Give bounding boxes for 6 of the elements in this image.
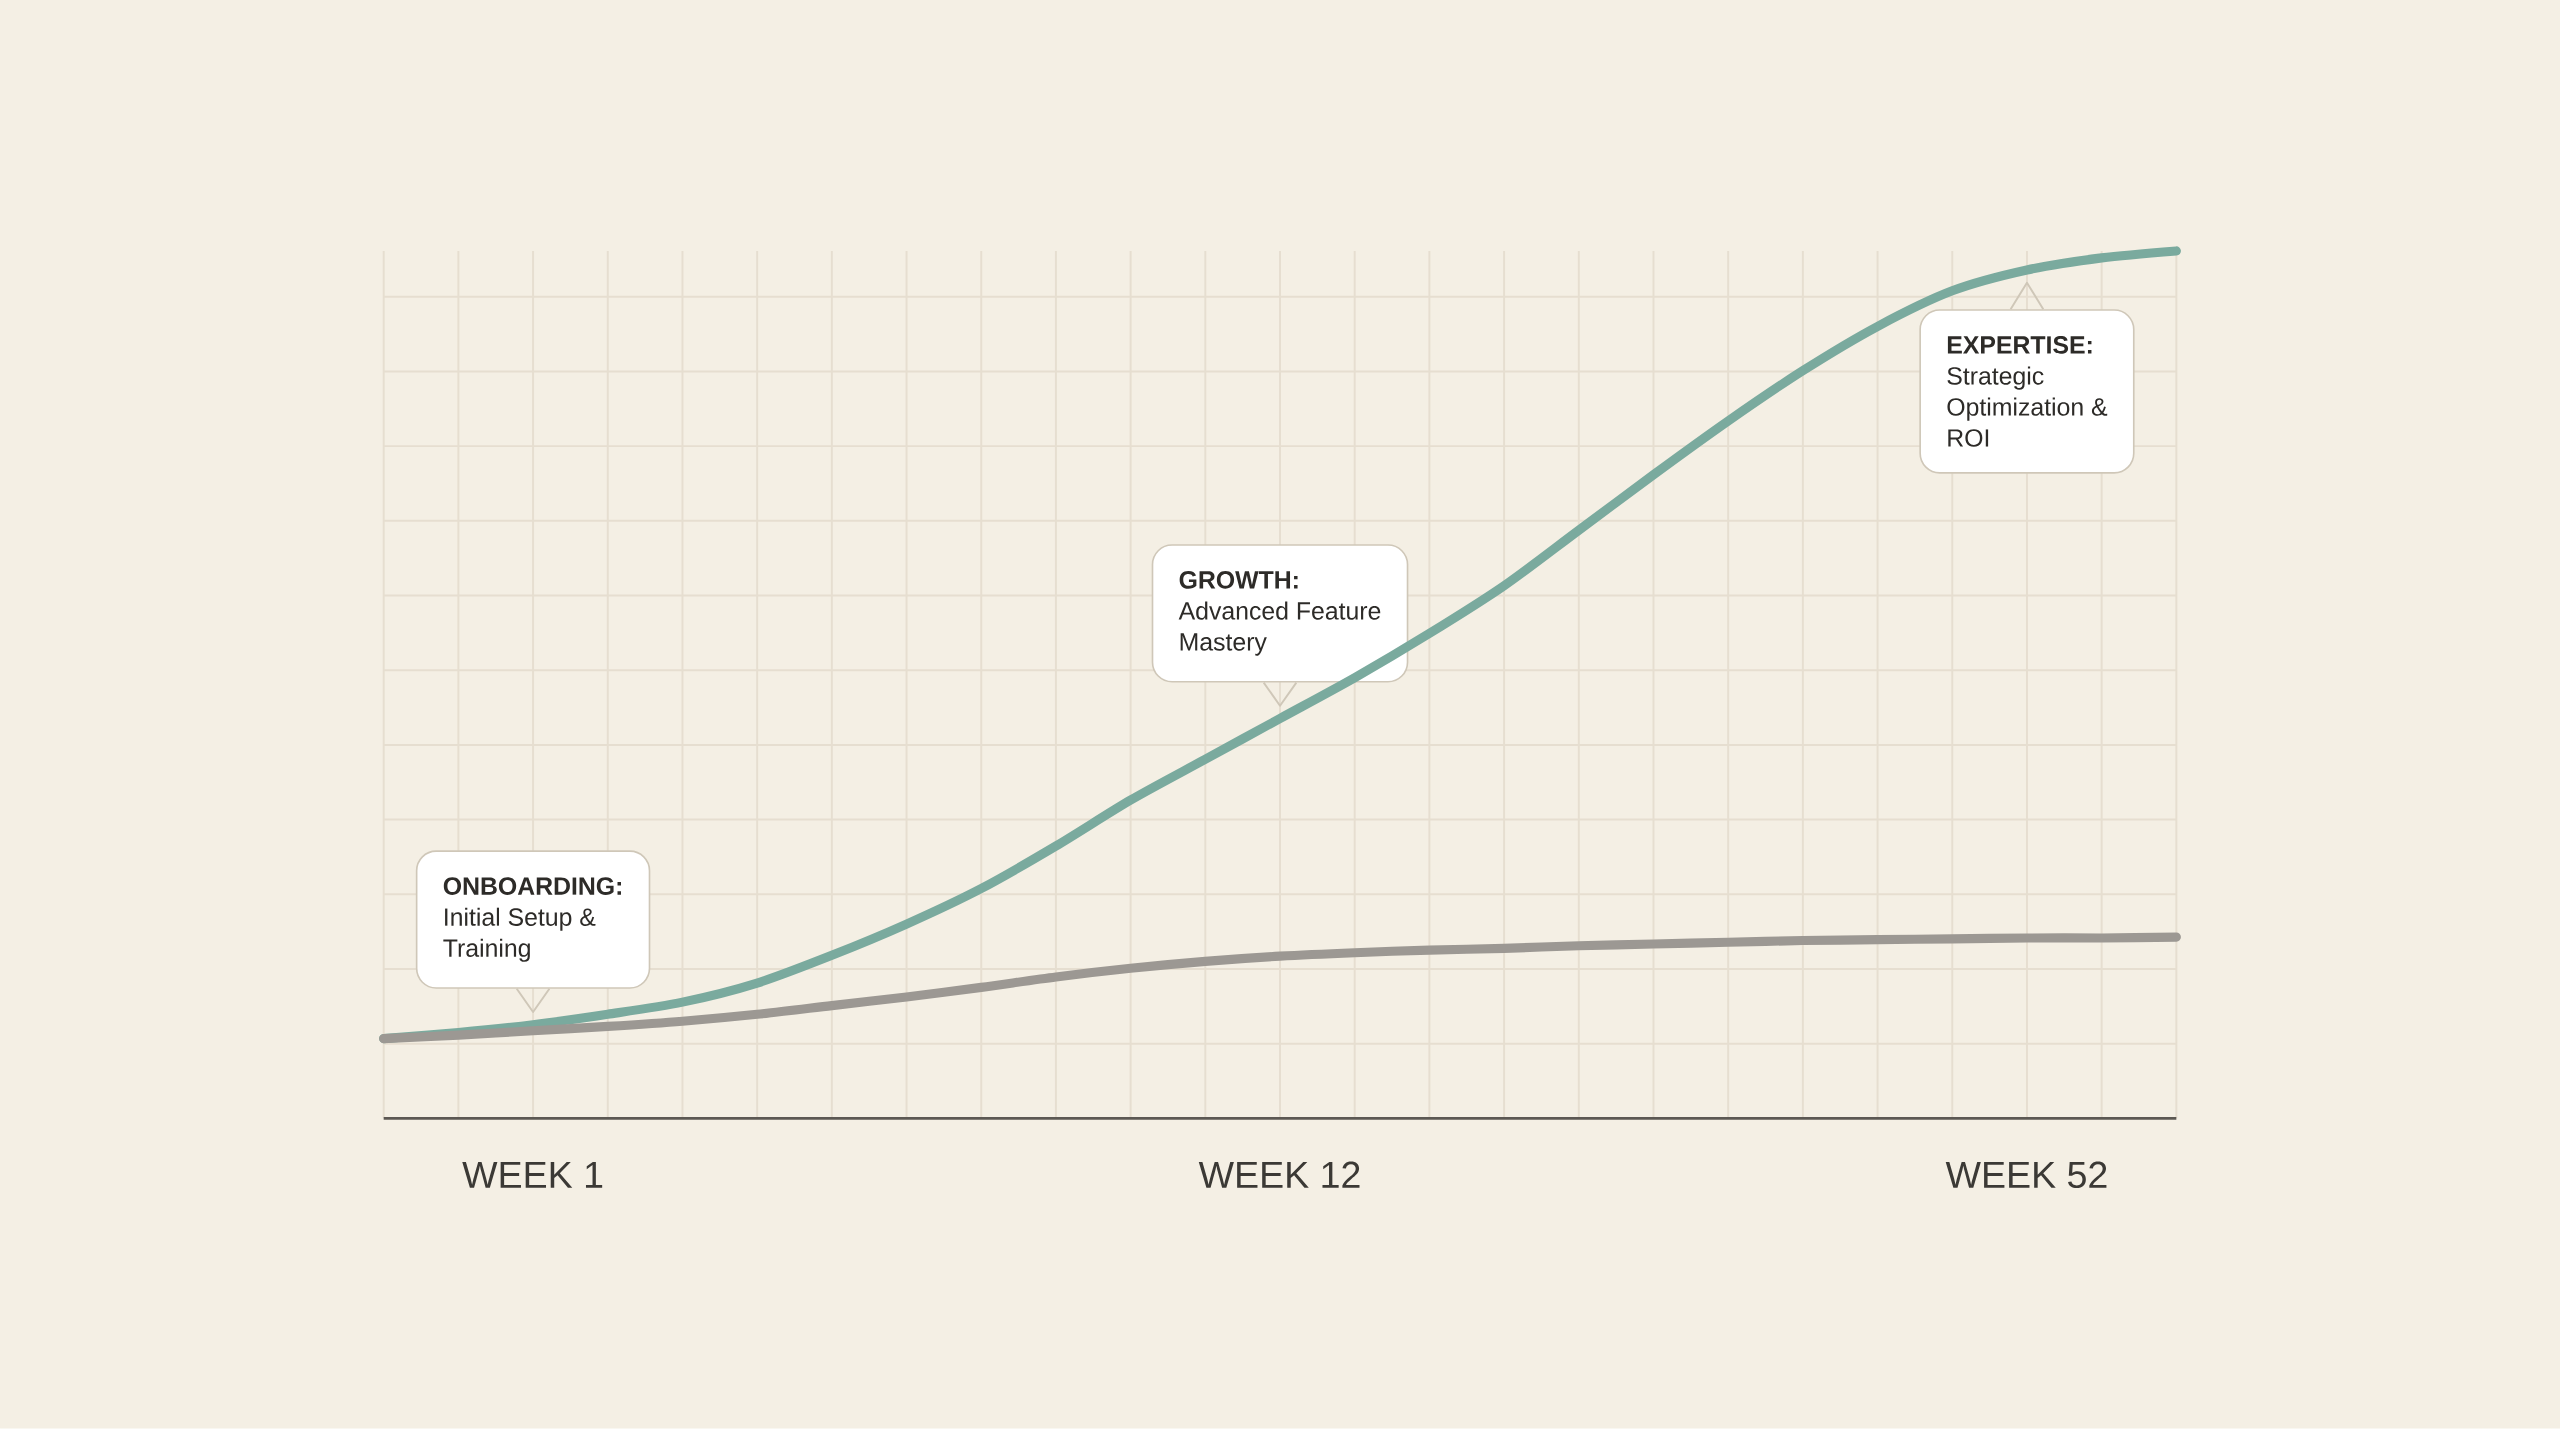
x-tick-label: WEEK 1 <box>462 1162 603 1188</box>
annotation: EXPERTISE: Strategic Optimization & ROI <box>1947 336 2108 447</box>
annotation: GROWTH: Advanced Feature Mastery <box>1178 571 1381 656</box>
annotation: ONBOARDING: Initial Setup & Training <box>443 877 621 963</box>
x-tick-label: WEEK 52 <box>1945 1161 2107 1189</box>
x-tick-label: WEEK 12 <box>1198 1161 1360 1188</box>
